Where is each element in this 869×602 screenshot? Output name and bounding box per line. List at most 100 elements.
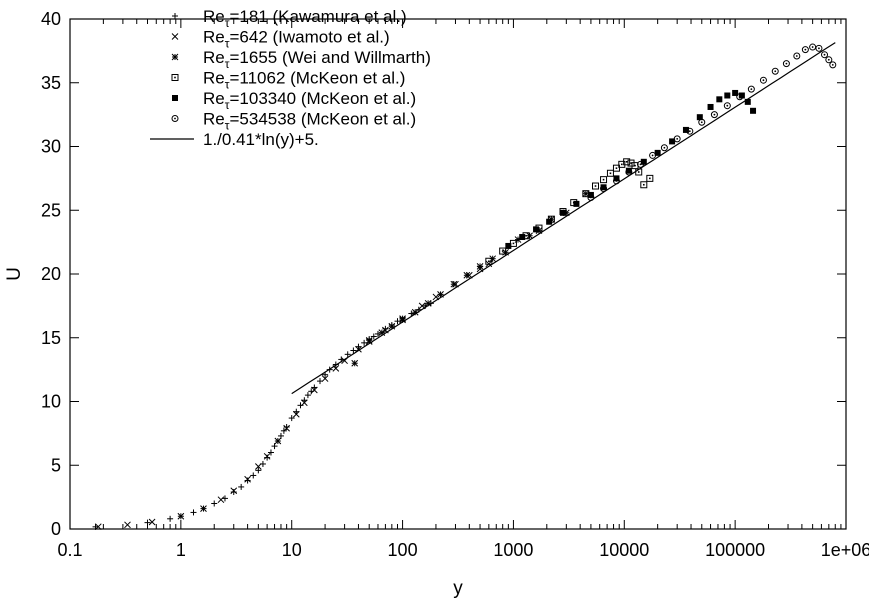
- data-point: [437, 291, 444, 298]
- data-point: [283, 424, 290, 430]
- x-tick-label: 10000: [599, 540, 649, 560]
- data-point: [698, 118, 706, 126]
- x-tick-label: 100: [388, 540, 418, 560]
- data-point: [277, 432, 284, 439]
- data-point: [519, 234, 526, 241]
- legend-label: Reτ=1655 (Wei and Willmarth): [203, 48, 431, 71]
- y-tick-label: 15: [41, 328, 61, 348]
- data-point: [271, 443, 278, 450]
- fit-line: [291, 42, 836, 395]
- data-point: [793, 52, 801, 60]
- data-point: [177, 512, 185, 520]
- data-point: [623, 158, 631, 166]
- legend-item: Reτ=181 (Kawamura et al.): [172, 7, 407, 30]
- legend: Reτ=181 (Kawamura et al.)Reτ=642 (Iwamot…: [150, 7, 431, 149]
- data-point: [707, 103, 714, 110]
- data-point: [485, 257, 493, 265]
- data-point: [625, 167, 632, 174]
- data-point: [264, 454, 271, 461]
- legend-item: Reτ=1655 (Wei and Willmarth): [171, 48, 431, 71]
- y-tick-label: 30: [41, 137, 61, 157]
- data-point: [600, 176, 608, 184]
- data-point: [821, 51, 829, 59]
- data-point: [736, 93, 744, 101]
- data-point: [750, 107, 757, 114]
- data-point: [747, 85, 755, 93]
- data-point: [815, 44, 823, 52]
- data-point: [673, 135, 681, 143]
- x-axis: 0.1 1 10 100 1000 10000 100000 1e+06: [57, 19, 869, 560]
- data-point: [654, 149, 661, 156]
- data-point: [499, 247, 507, 255]
- series-5: [505, 89, 757, 249]
- data-point: [606, 169, 614, 177]
- data-point: [321, 375, 329, 382]
- data-point: [723, 102, 731, 110]
- legend-label: Reτ=534538 (McKeon et al.): [203, 110, 416, 133]
- data-point: [489, 255, 497, 263]
- data-point: [304, 392, 311, 399]
- data-point: [300, 399, 308, 407]
- data-point: [267, 449, 274, 456]
- data-point: [612, 164, 620, 172]
- data-point: [649, 151, 657, 159]
- data-point: [382, 325, 389, 332]
- data-point: [724, 92, 731, 99]
- legend-item: Reτ=534538 (McKeon et al.): [171, 110, 416, 133]
- legend-marker: [171, 74, 179, 81]
- y-tick-label: 35: [41, 73, 61, 93]
- data-point: [200, 505, 207, 512]
- x-tick-label: 1e+06: [821, 540, 869, 560]
- data-point: [350, 347, 357, 354]
- data-point: [274, 437, 282, 445]
- data-point: [292, 410, 300, 418]
- x-axis-label: y: [453, 578, 463, 599]
- data-point: [738, 92, 745, 99]
- data-point: [744, 98, 751, 105]
- data-point: [669, 138, 676, 145]
- data-point: [546, 218, 553, 225]
- data-point: [600, 184, 607, 191]
- data-point: [230, 489, 237, 496]
- x-tick-label: 0.1: [57, 540, 82, 560]
- data-point: [696, 114, 703, 121]
- y-tick-label: 20: [41, 264, 61, 284]
- legend-label: Reτ=11062 (McKeon et al.): [203, 69, 405, 92]
- y-tick-label: 10: [41, 392, 61, 412]
- data-point: [167, 515, 174, 522]
- y-axis-label: U: [4, 267, 25, 281]
- data-point: [351, 359, 359, 367]
- y-tick-label: 25: [41, 200, 61, 220]
- data-point: [682, 126, 689, 133]
- data-point: [250, 472, 257, 479]
- legend-marker: [172, 95, 178, 101]
- data-point: [732, 89, 739, 96]
- legend-item: Reτ=11062 (McKeon et al.): [171, 69, 405, 92]
- data-point: [686, 127, 694, 135]
- data-point: [829, 61, 837, 69]
- data-point: [255, 467, 262, 474]
- legend-label: Reτ=103340 (McKeon et al.): [203, 89, 416, 112]
- data-point: [244, 477, 251, 484]
- data-point: [238, 483, 245, 490]
- series-2: [94, 260, 493, 531]
- y-tick-label: 0: [51, 519, 61, 539]
- data-point: [646, 174, 654, 182]
- data-point: [263, 452, 271, 460]
- y-axis: 0 5 10 15 20 25 30 35 40: [41, 9, 846, 539]
- data-point: [370, 333, 377, 340]
- x-tick-label: 100000: [705, 540, 765, 560]
- data-point: [782, 60, 790, 68]
- data-point: [254, 463, 262, 470]
- data-point: [288, 415, 295, 422]
- data-point: [640, 158, 647, 165]
- data-point: [148, 518, 156, 526]
- legend-item: 1./0.41*ln(y)+5.: [150, 130, 319, 149]
- data-point: [640, 181, 648, 189]
- data-point: [573, 200, 580, 207]
- data-point: [625, 168, 633, 176]
- data-point: [801, 46, 809, 54]
- data-point: [344, 351, 351, 358]
- data-point: [217, 496, 225, 504]
